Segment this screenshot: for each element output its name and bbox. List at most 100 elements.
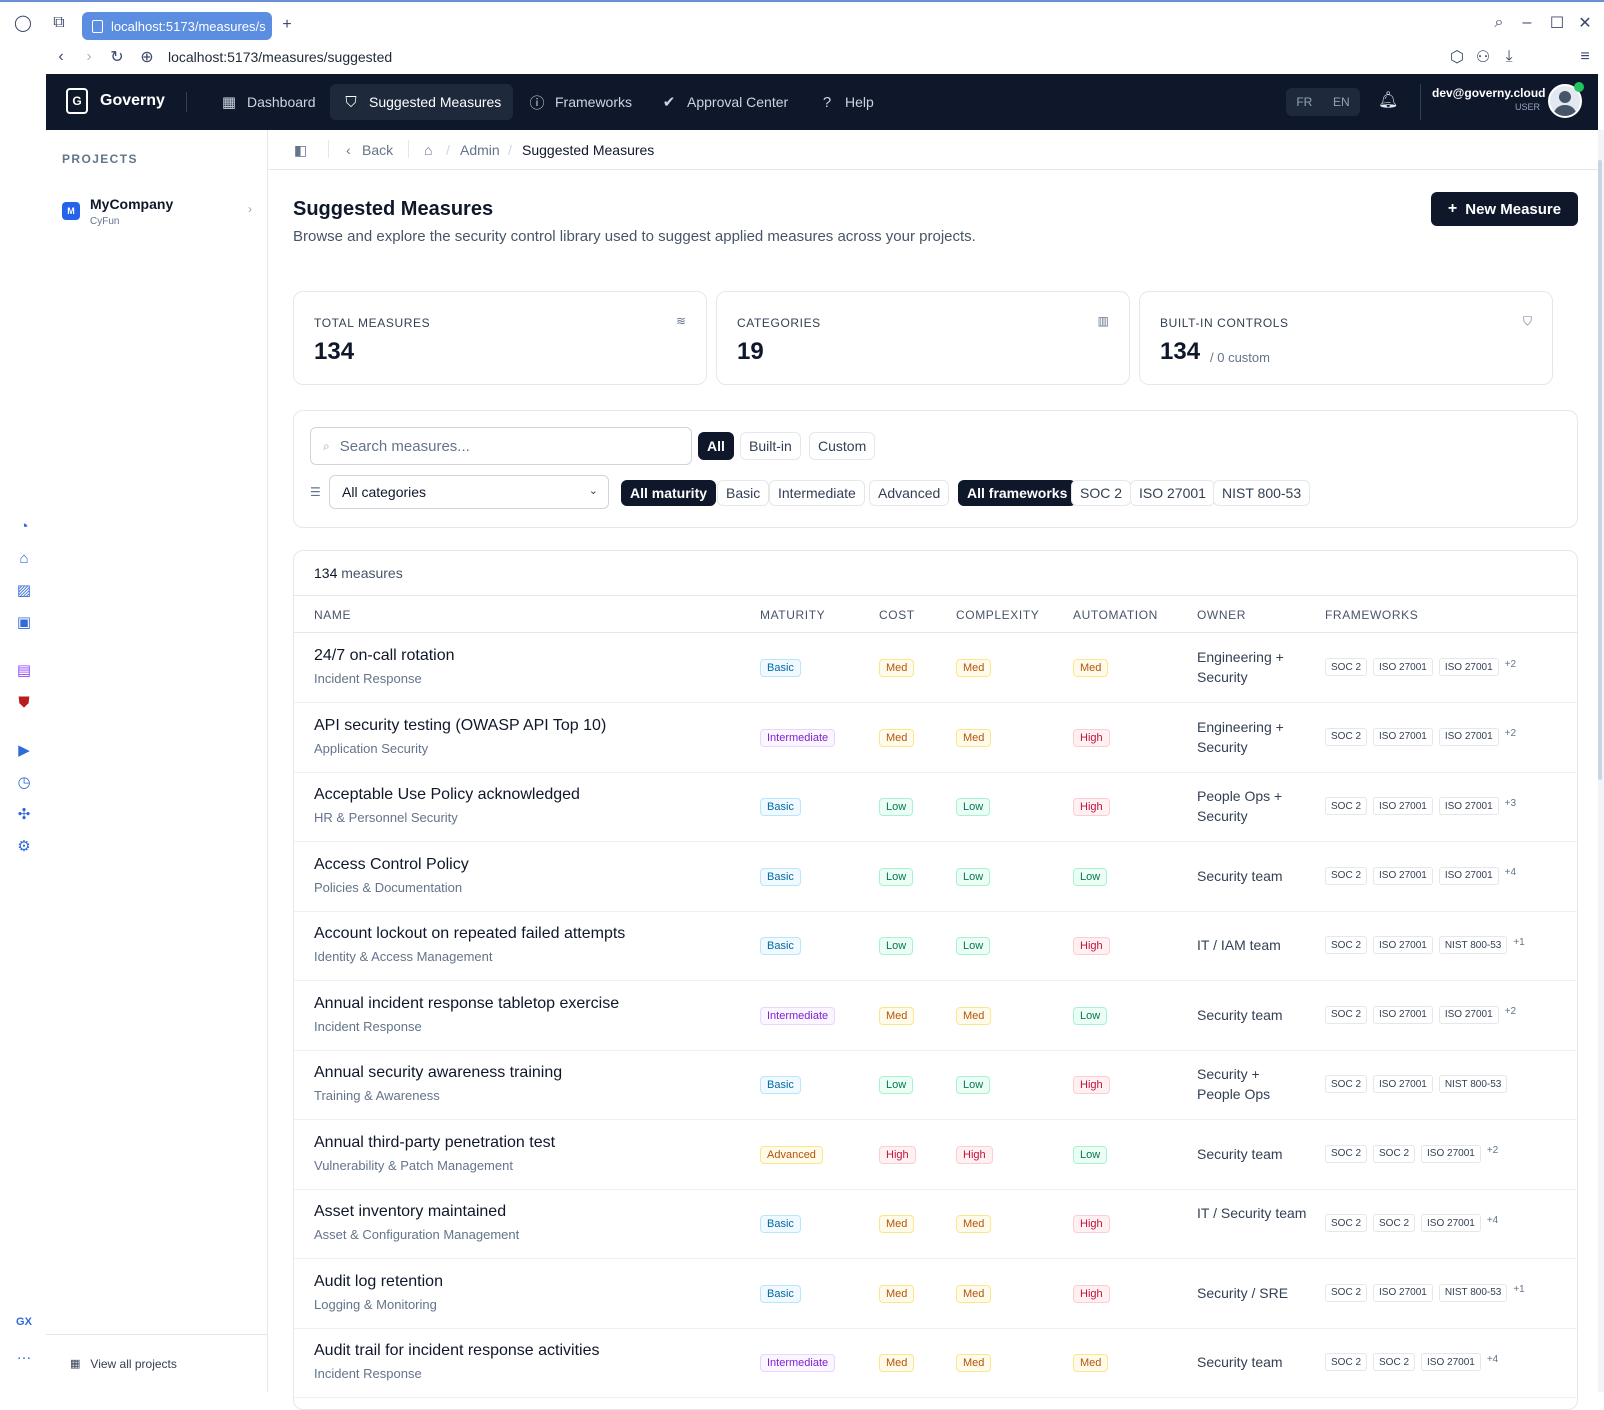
sidebar-toggle-icon[interactable]: ◧ <box>294 142 308 158</box>
col-owner[interactable]: OWNER <box>1197 608 1246 622</box>
player-icon[interactable]: ▶ <box>18 742 30 759</box>
crumb-admin[interactable]: Admin <box>460 142 500 158</box>
maximize-icon[interactable]: ☐ <box>1549 15 1565 32</box>
scrollbar[interactable] <box>1598 130 1604 1392</box>
framework-tag: NIST 800-53 <box>1438 1283 1508 1302</box>
new-measure-button[interactable]: + New Measure <box>1431 192 1578 226</box>
browser-logo-icon[interactable]: ◯ <box>14 15 32 32</box>
col-cost[interactable]: COST <box>879 608 915 622</box>
nav-approval-center[interactable]: ✔ Approval Center <box>648 84 800 120</box>
col-maturity[interactable]: MATURITY <box>760 608 826 622</box>
col-automation[interactable]: AUTOMATION <box>1073 608 1158 622</box>
filter-type-all[interactable]: All <box>698 432 734 460</box>
measure-name[interactable]: Audit log retention <box>314 1272 443 1290</box>
table-row[interactable]: Acceptable Use Policy acknowledged HR & P… <box>294 772 1577 842</box>
minimize-icon[interactable]: – <box>1522 14 1532 31</box>
badge-check-icon: ✔ <box>662 94 676 111</box>
lang-en[interactable]: EN <box>1332 95 1350 109</box>
filter-framework-all[interactable]: All frameworks <box>958 480 1077 506</box>
nav-suggested-measures[interactable]: ⛉ Suggested Measures <box>330 84 514 120</box>
measure-name[interactable]: Access Control Policy <box>314 855 469 873</box>
profile-icon[interactable]: ⚇ <box>1475 49 1491 66</box>
site-info-icon[interactable]: ⊕ <box>140 49 154 66</box>
table-row[interactable]: Audit log retention Logging & Monitoring B… <box>294 1259 1577 1329</box>
col-frameworks[interactable]: FRAMEWORKS <box>1325 608 1419 622</box>
close-icon[interactable]: ✕ <box>1578 15 1592 32</box>
settings-icon[interactable]: ⚙ <box>17 838 31 855</box>
puzzle-icon[interactable]: ✣ <box>17 806 31 823</box>
twitch-icon[interactable]: ▤ <box>16 662 32 679</box>
table-row[interactable]: Account lockout on repeated failed attem… <box>294 911 1577 981</box>
maturity-badge: Intermediate <box>760 728 836 747</box>
filter-framework-nist[interactable]: NIST 800-53 <box>1213 480 1311 506</box>
nav-frameworks[interactable]: ⓘ Frameworks <box>516 84 644 120</box>
nav-help[interactable]: ? Help <box>806 84 886 120</box>
table-row[interactable]: Annual incident response tabletop exerci… <box>294 981 1577 1051</box>
view-all-projects-link[interactable]: ▦ View all projects <box>46 1334 268 1392</box>
filter-type-custom[interactable]: Custom <box>809 432 876 460</box>
table-row[interactable]: Annual security awareness training Traini… <box>294 1050 1577 1120</box>
back-link[interactable]: Back <box>362 142 394 158</box>
measure-name[interactable]: Annual third-party penetration test <box>314 1133 556 1151</box>
filter-maturity-basic[interactable]: Basic <box>717 480 770 506</box>
framework-tags: SOC 2 ISO 27001 ISO 27001 +2 <box>1325 727 1516 746</box>
cost-badge: Low <box>879 867 914 886</box>
filter-framework-soc2[interactable]: SOC 2 <box>1071 480 1132 506</box>
image-icon[interactable]: ▨ <box>16 582 32 599</box>
nav-dashboard[interactable]: ▦ Dashboard <box>208 84 328 120</box>
bot-icon[interactable]: ⌂ <box>19 549 29 567</box>
table-row[interactable]: API security testing (OWASP API Top 10) A… <box>294 703 1577 773</box>
table-row[interactable]: Asset inventory maintained Asset & Config… <box>294 1189 1577 1259</box>
search-input[interactable] <box>339 437 660 455</box>
table-row[interactable]: 24/7 on-call rotation Incident Response Ba… <box>294 633 1577 703</box>
measure-name[interactable]: Annual security awareness training <box>314 1064 563 1081</box>
measure-category: HR & Personnel Security <box>314 810 458 825</box>
measure-name[interactable]: Asset inventory maintained <box>314 1203 507 1220</box>
measure-name[interactable]: Annual incident response tabletop exerci… <box>314 994 620 1012</box>
ublock-icon[interactable]: ⛊ <box>18 693 30 711</box>
table-row[interactable]: Access Control Policy Policies & Document… <box>294 842 1577 912</box>
forward-icon[interactable]: › <box>86 48 92 65</box>
measure-name[interactable]: Audit trail for incident response activi… <box>314 1342 600 1359</box>
menu-icon[interactable]: ≡ <box>1580 48 1590 65</box>
measure-name[interactable]: 24/7 on-call rotation <box>314 647 455 664</box>
mail-icon[interactable]: ▣ <box>16 614 32 631</box>
tab-switch-icon[interactable]: ⧉ <box>53 14 65 31</box>
gx-icon[interactable]: GX <box>16 1316 32 1328</box>
bell-icon[interactable]: 🔔︎ <box>1378 92 1399 109</box>
history-icon[interactable]: ◷ <box>17 774 31 791</box>
framework-tag: SOC 2 <box>1325 727 1368 746</box>
framework-tag: SOC 2 <box>1373 1353 1416 1371</box>
measure-name[interactable]: Acceptable Use Policy acknowledged <box>314 786 580 803</box>
table-row[interactable]: Audit trail for incident response activi… <box>294 1328 1577 1398</box>
url-field[interactable]: localhost:5173/measures/suggested <box>168 49 393 65</box>
user-email[interactable]: dev@governy.cloud <box>1432 86 1546 100</box>
category-select[interactable]: All categories ⌄ <box>329 475 609 509</box>
filter-maturity-intermediate[interactable]: Intermediate <box>769 480 865 506</box>
browser-tab[interactable]: localhost:5173/measures/s <box>82 12 272 40</box>
table-row[interactable]: Annual third-party penetration test Vulne… <box>294 1120 1577 1190</box>
search-icon[interactable]: ⌕ <box>1494 14 1504 31</box>
filter-maturity-all[interactable]: All maturity <box>621 480 717 506</box>
project-item[interactable]: M MyCompany CyFun › <box>62 194 252 234</box>
back-icon[interactable]: ‹ <box>58 48 64 65</box>
measure-name[interactable]: Account lockout on repeated failed attem… <box>314 925 626 942</box>
col-name[interactable]: NAME <box>314 608 352 622</box>
download-icon[interactable]: ⤓ <box>1505 48 1513 65</box>
measure-name[interactable]: API security testing (OWASP API Top 10) <box>314 716 607 734</box>
home-icon[interactable]: ⌂ <box>424 142 433 158</box>
extensions-icon[interactable]: ⬡ <box>1450 49 1464 66</box>
brand[interactable]: G Governy <box>66 88 165 114</box>
filter-type-built-in[interactable]: Built-in <box>740 432 801 460</box>
lang-fr[interactable]: FR <box>1296 95 1313 109</box>
speed-dial-icon[interactable]: ◔ <box>19 517 29 535</box>
scrollbar-thumb[interactable] <box>1598 160 1602 780</box>
reload-icon[interactable]: ↻ <box>110 49 124 66</box>
filter-framework-iso27001[interactable]: ISO 27001 <box>1130 480 1215 506</box>
divider <box>186 92 187 112</box>
new-tab-icon[interactable]: + <box>282 16 292 33</box>
framework-tag: SOC 2 <box>1325 797 1368 815</box>
more-icon[interactable]: … <box>16 1345 32 1363</box>
filter-maturity-advanced[interactable]: Advanced <box>869 480 950 506</box>
col-complexity[interactable]: COMPLEXITY <box>956 608 1040 622</box>
